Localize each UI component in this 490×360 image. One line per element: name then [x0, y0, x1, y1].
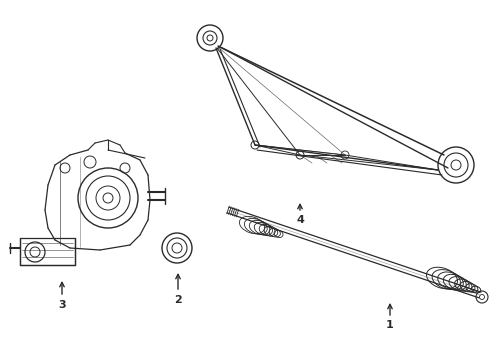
Text: 1: 1: [386, 320, 394, 330]
Text: 2: 2: [174, 295, 182, 305]
Circle shape: [207, 35, 213, 41]
Text: 3: 3: [58, 300, 66, 310]
Text: 4: 4: [296, 215, 304, 225]
